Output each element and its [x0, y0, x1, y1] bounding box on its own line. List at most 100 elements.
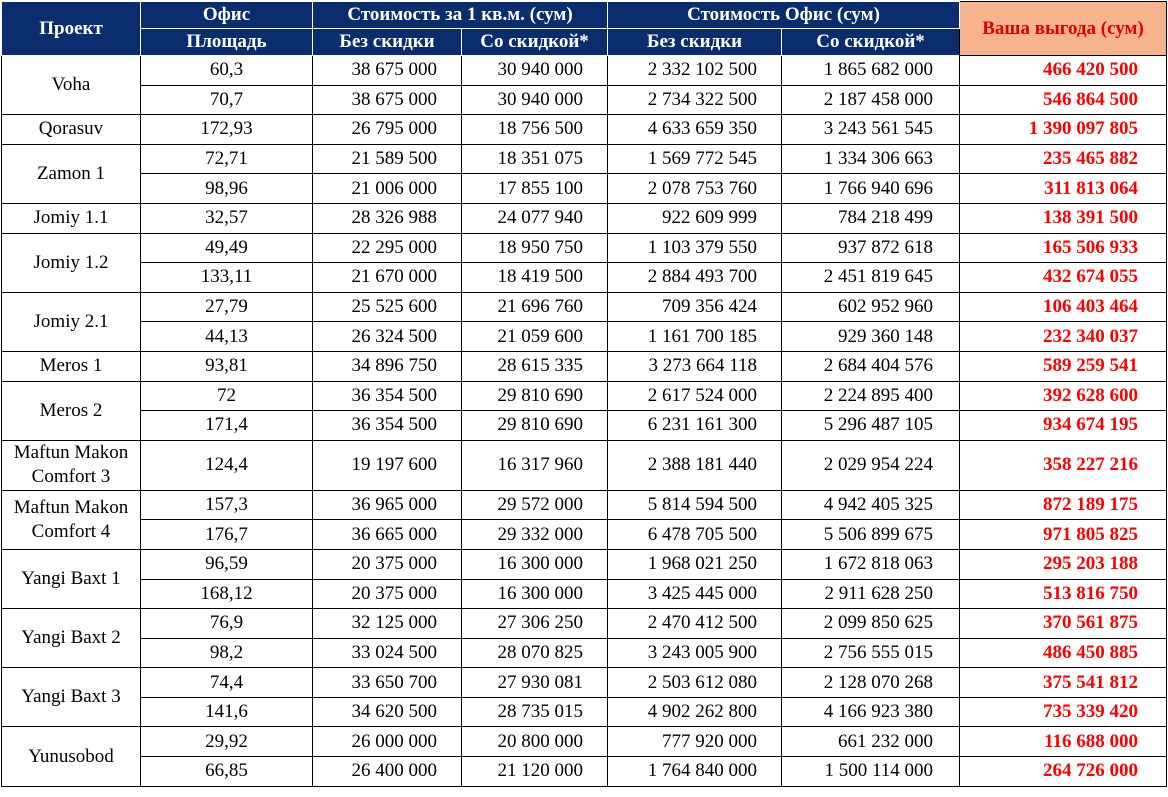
price-m2-cell: 28 326 988 — [312, 202, 462, 234]
office-price-discount-cell: 661 232 000 — [781, 726, 961, 758]
office-price-cell: 2 078 753 760 — [607, 173, 783, 204]
table-row: 176,7 36 665 000 29 332 000 6 478 705 500 5 … — [2, 519, 1168, 550]
price-m2-cell: 36 965 000 — [312, 489, 462, 521]
price-m2-cell: 19 197 600 — [312, 439, 462, 491]
office-price-discount-cell: 937 872 618 — [781, 232, 961, 264]
office-price-cell: 777 920 000 — [607, 726, 783, 758]
office-price-cell: 6 231 161 300 — [607, 410, 783, 441]
area-cell: 72,71 — [140, 143, 313, 175]
profit-cell: 138 391 500 — [959, 202, 1168, 234]
profit-cell: 934 674 195 — [959, 410, 1168, 441]
office-price-discount-cell: 2 187 458 000 — [781, 84, 961, 116]
price-m2-cell: 22 295 000 — [312, 232, 462, 264]
office-price-cell: 2 332 102 500 — [607, 55, 783, 86]
office-price-discount-cell: 2 099 850 625 — [781, 608, 961, 639]
project-name-cell: Jomiy 2.1 — [1, 291, 141, 352]
profit-cell: 106 403 464 — [959, 291, 1168, 323]
office-price-cell: 1 764 840 000 — [607, 756, 783, 787]
area-cell: 124,4 — [140, 439, 313, 491]
table-row: 66,85 26 400 000 21 120 000 1 764 840 000 1 … — [2, 756, 1168, 787]
header-price-m2-with-discount: Со скидкой* — [460, 28, 609, 56]
profit-cell: 971 805 825 — [959, 519, 1168, 550]
profit-cell: 165 506 933 — [959, 232, 1168, 264]
office-price-discount-cell: 2 911 628 250 — [781, 578, 961, 610]
office-price-cell: 709 356 424 — [607, 291, 783, 323]
profit-cell: 1 390 097 805 — [959, 114, 1168, 145]
profit-cell: 589 259 541 — [959, 350, 1168, 382]
profit-cell: 264 726 000 — [959, 756, 1168, 787]
profit-cell: 513 816 750 — [959, 578, 1168, 610]
office-price-discount-cell: 784 218 499 — [781, 202, 961, 234]
area-cell: 98,96 — [140, 173, 313, 204]
price-m2-cell: 34 896 750 — [312, 350, 462, 382]
header-price-m2-no-discount: Без скидки — [312, 28, 462, 56]
price-m2-discount-cell: 21 059 600 — [460, 321, 609, 352]
area-cell: 32,57 — [140, 202, 313, 234]
header-office: Офис — [140, 1, 313, 29]
area-cell: 29,92 — [140, 726, 313, 758]
price-m2-discount-cell: 29 332 000 — [460, 519, 609, 550]
project-name-cell: Jomiy 1.1 — [1, 202, 141, 234]
office-price-discount-cell: 2 128 070 268 — [781, 667, 961, 698]
office-price-discount-cell: 1 500 114 000 — [781, 756, 961, 787]
profit-cell: 486 450 885 — [959, 637, 1168, 669]
area-cell: 93,81 — [140, 350, 313, 382]
office-price-cell: 4 633 659 350 — [607, 114, 783, 145]
price-m2-cell: 34 620 500 — [312, 696, 462, 728]
price-m2-discount-cell: 18 419 500 — [460, 262, 609, 293]
price-m2-cell: 36 665 000 — [312, 519, 462, 550]
table-row: Jomiy 2.1 27,79 25 525 600 21 696 760 709 35… — [1, 291, 1168, 352]
header-area: Площадь — [140, 28, 313, 56]
office-price-discount-cell: 2 684 404 576 — [781, 350, 961, 382]
price-m2-cell: 26 324 500 — [312, 321, 462, 352]
profit-cell: 295 203 188 — [959, 548, 1168, 580]
header-office-price: Стоимость Офис (сум) — [607, 1, 961, 29]
area-cell: 44,13 — [140, 321, 313, 352]
price-m2-discount-cell: 18 950 750 — [460, 232, 609, 264]
profit-cell: 116 688 000 — [959, 726, 1168, 758]
office-price-discount-cell: 1 766 940 696 — [781, 173, 961, 204]
profit-cell: 235 465 882 — [959, 143, 1168, 175]
profit-cell: 466 420 500 — [959, 55, 1168, 86]
table-row: 98,96 21 006 000 17 855 100 2 078 753 760 1 … — [2, 173, 1168, 204]
price-m2-discount-cell: 30 940 000 — [460, 84, 609, 116]
price-m2-discount-cell: 18 756 500 — [460, 114, 609, 145]
table-row: 133,11 21 670 000 18 419 500 2 884 493 700 2… — [2, 262, 1168, 293]
table-row: Jomiy 1.2 49,49 22 295 000 18 950 750 1 103 … — [1, 232, 1168, 293]
office-price-cell: 1 968 021 250 — [607, 548, 783, 580]
area-cell: 72 — [140, 380, 313, 412]
project-name-cell: Yangi Baxt 3 — [1, 667, 141, 728]
area-cell: 168,12 — [140, 578, 313, 610]
table-row: Yangi Baxt 3 74,4 33 650 700 27 930 081 2 50… — [1, 667, 1168, 728]
header-office-with-discount: Со скидкой* — [781, 28, 961, 56]
area-cell: 98,2 — [140, 637, 313, 669]
price-m2-discount-cell: 20 800 000 — [460, 726, 609, 758]
office-price-discount-cell: 602 952 960 — [781, 291, 961, 323]
price-m2-discount-cell: 28 070 825 — [460, 637, 609, 669]
office-price-discount-cell: 3 243 561 545 — [781, 114, 961, 145]
office-price-discount-cell: 4 166 923 380 — [781, 696, 961, 728]
table-row: Qorasuv 172,93 26 795 000 18 756 500 4 633 6… — [1, 114, 1168, 145]
profit-cell: 311 813 064 — [959, 173, 1168, 204]
price-m2-discount-cell: 21 120 000 — [460, 756, 609, 787]
area-cell: 70,7 — [140, 84, 313, 116]
price-m2-discount-cell: 18 351 075 — [460, 143, 609, 175]
project-name-cell: Qorasuv — [1, 114, 141, 145]
area-cell: 176,7 — [140, 519, 313, 550]
area-cell: 27,79 — [140, 291, 313, 323]
price-m2-discount-cell: 29 810 690 — [460, 410, 609, 441]
office-price-discount-cell: 2 451 819 645 — [781, 262, 961, 293]
table-row: Voha 60,3 38 675 000 30 940 000 2 332 102 50… — [1, 54, 1168, 116]
office-price-discount-cell: 5 296 487 105 — [781, 410, 961, 441]
project-name-cell: Yunusobod — [1, 726, 141, 787]
price-m2-discount-cell: 29 572 000 — [460, 489, 609, 521]
table-row: 98,2 33 024 500 28 070 825 3 243 005 900 2 7… — [2, 637, 1168, 669]
area-cell: 171,4 — [140, 410, 313, 441]
office-price-discount-cell: 1 334 306 663 — [781, 143, 961, 175]
profit-cell: 232 340 037 — [959, 321, 1168, 352]
table-row: Yangi Baxt 1 96,59 20 375 000 16 300 000 1 9… — [1, 548, 1168, 610]
project-name-cell: Zamon 1 — [1, 143, 141, 204]
profit-cell: 872 189 175 — [959, 489, 1168, 521]
price-m2-cell: 33 024 500 — [312, 637, 462, 669]
